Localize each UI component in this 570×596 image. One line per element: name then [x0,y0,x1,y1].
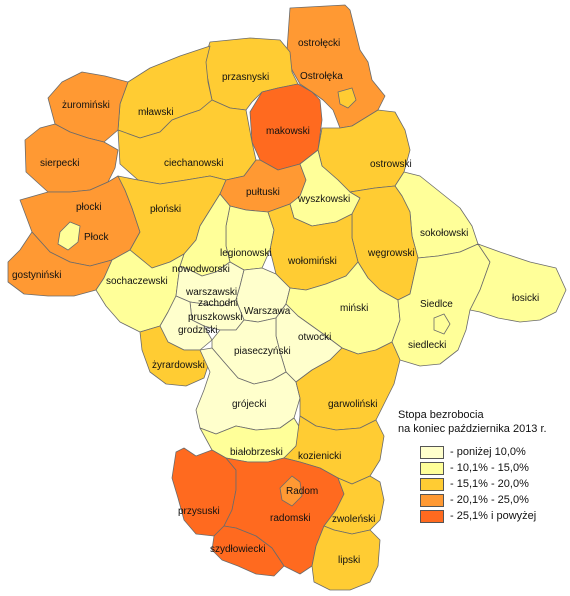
label-losicki: łosicki [512,293,539,304]
label-wyszkowski: wyszkowski [297,194,350,205]
legend-item: - poniżej 10,0% [420,444,570,460]
label-przasnyski: przasnyski [222,72,269,83]
label-radom: Radom [286,486,318,497]
county-losicki [469,243,567,323]
legend-item: - 25,1% i powyżej [420,508,570,524]
label-radomski: radomski [270,513,311,524]
city-siedlce [433,313,451,335]
county-legionowski [225,205,275,271]
label-pruszkowski: pruszkowski [188,312,242,323]
label-sokolowski: sokołowski [420,228,468,239]
label-legionowski: legionowski [220,248,272,259]
label-ostrowski: ostrowski [370,159,412,170]
label-siedlce: Siedlce [420,299,453,310]
legend-item-label: - 25,1% i powyżej [450,510,537,522]
label-ciechanowski: ciechanowski [164,158,223,169]
legend-item-label: - 20,1% - 25,0% [450,494,529,506]
label-plocki: płocki [76,202,102,213]
label-szydlowiecki: szydłowiecki [210,544,266,555]
county-lipski [311,525,381,591]
label-bialobrzeski: białobrzeski [230,447,283,458]
label-sierpecki: sierpecki [40,158,79,169]
legend-item: - 20,1% - 25,0% [420,492,570,508]
legend-item: - 10,1% - 15,0% [420,460,570,476]
label-nowodworski: nowodworski [172,264,230,275]
legend-title-line1: Stopa bezrobocia [398,409,484,421]
label-warszawski-1: warszawski [185,287,237,298]
label-zurominski: żuromiński [62,100,110,111]
label-warszawski-2: zachodni [198,298,238,309]
legend-title-line2: na koniec października 2013 r. [398,423,547,435]
label-otwocki: otwocki [298,332,331,343]
map-legend: Stopa bezrobocia na koniec października … [398,408,570,524]
label-wolominski: wołomiński [287,256,337,267]
label-ostrolecki: ostrołęcki [298,38,340,49]
legend-item-label: - poniżej 10,0% [450,446,526,458]
label-mlawski: mławski [138,107,174,118]
label-grojecki: grójecki [232,399,266,410]
label-grodziski: grodziski [178,325,217,336]
legend-item: - 15,1% - 20,0% [420,476,570,492]
legend-swatch [420,493,444,507]
label-sochaczewski: sochaczewski [106,276,168,287]
label-warszawa: Warszawa [244,306,291,317]
label-makowski: makowski [266,126,310,137]
legend-swatch [420,445,444,459]
label-minski: miński [340,303,368,314]
city-radom [279,475,303,507]
county-szydlowiecki [211,525,285,577]
legend-swatch [420,461,444,475]
label-piaseczynski: piaseczyński [234,346,291,357]
legend-swatch [420,509,444,523]
label-kozienicki: kozienicki [298,451,341,462]
label-wegrowski: węgrowski [367,248,415,259]
label-zwolenski: zwoleński [332,514,375,525]
label-zyrardowski: żyrardowski [152,360,205,371]
city-plock [57,221,81,251]
county-zyrardowski [139,325,211,387]
legend-item-label: - 10,1% - 15,0% [450,462,529,474]
label-przysuski: przysuski [178,506,220,517]
label-siedlecki: siedlecki [408,340,446,351]
label-plonski: płoński [150,204,181,215]
legend-item-label: - 15,1% - 20,0% [450,478,529,490]
label-pultuski: pułtuski [246,187,280,198]
legend-swatch [420,477,444,491]
label-gostyninski: gostyniński [12,270,61,281]
label-plock: Płock [84,232,109,243]
label-lipski: lipski [338,555,360,566]
label-ostroleka: Ostrołęka [300,71,343,82]
label-garwolinski: garwoliński [328,399,377,410]
city-ostroleka [337,87,357,109]
